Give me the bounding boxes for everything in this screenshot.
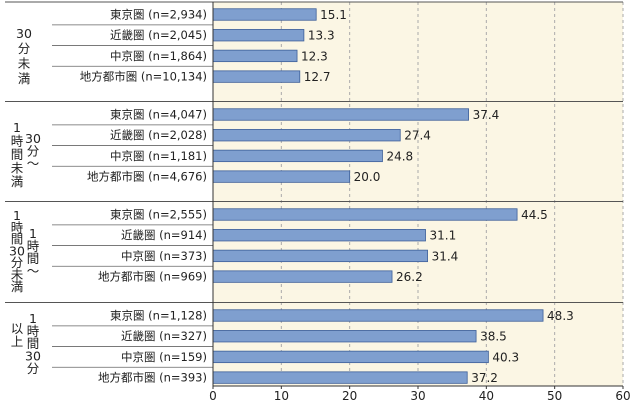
group-label-3-a: 以 (11, 321, 24, 336)
group-label-0: 未 (18, 56, 31, 71)
category-label: 中京圏 (n=1,181) (110, 149, 207, 163)
category-label: 中京圏 (n=1,864) (110, 49, 207, 63)
bars: 15.1 13.3 12.3 12.7 37.4 27.4 24.8 20.0 44.5 31.1… (212, 8, 574, 385)
data-label: 44.5 (521, 208, 548, 222)
group-label-0: 満 (18, 71, 31, 86)
group-label-2-b: 1 (29, 226, 37, 241)
group-label-3-b: 間 (27, 336, 40, 351)
group-label-2-a: 分 (11, 255, 24, 270)
group-label-1-a: 1 (13, 120, 21, 135)
bar (212, 49, 298, 63)
bar (212, 8, 317, 21)
group-label-1-b: 30 (25, 131, 41, 146)
group-label-2-a: 未 (11, 267, 24, 282)
category-label: 地方都市圏 (n=10,134) (80, 70, 207, 84)
x-tick-label: 30 (410, 389, 425, 403)
x-tick-label: 50 (547, 389, 562, 403)
x-tick-label: 20 (342, 389, 357, 403)
group-label-1-b: 分 (27, 144, 40, 159)
category-label: 地方都市圏 (n=4,676) (87, 170, 207, 184)
group-label-2-a: 間 (11, 232, 24, 247)
bar (212, 70, 301, 83)
x-axis: 0 10 20 30 40 50 60 (209, 2, 631, 403)
bar (212, 270, 393, 283)
category-labels: 東京圏 (n=2,934) 近畿圏 (n=2,045) 中京圏 (n=1,864) 地… (52, 8, 213, 385)
data-label: 12.7 (304, 70, 331, 84)
data-label: 31.4 (432, 249, 459, 263)
x-tick-label: 0 (209, 389, 217, 403)
data-label: 27.4 (404, 129, 431, 143)
group-separators (5, 1, 623, 303)
data-label: 12.3 (301, 49, 328, 63)
x-tick-label: 10 (274, 389, 289, 403)
category-label: 中京圏 (n=373) (121, 249, 207, 263)
group-label-2-b: 時 (27, 239, 40, 254)
category-label: 近畿圏 (n=914) (121, 228, 207, 242)
group-label-3-b: 1 (29, 311, 37, 326)
bar (212, 229, 426, 242)
category-label: 中京圏 (n=159) (121, 350, 207, 364)
group-label-0: 30 (16, 26, 32, 41)
data-label: 48.3 (547, 309, 574, 323)
category-label: 近畿圏 (n=327) (121, 329, 207, 343)
group-label-3-b: 30 (25, 349, 41, 364)
group-label-2-a: 満 (11, 279, 24, 294)
bar (212, 330, 477, 343)
bar (212, 149, 383, 163)
group-label-3-a: 上 (11, 334, 24, 349)
category-label: 地方都市圏 (n=393) (98, 371, 207, 385)
bar (212, 208, 518, 221)
group-label-2-a: 30 (9, 243, 25, 258)
group-label-1-a: 未 (11, 161, 24, 176)
group-label-3-b: 時 (27, 324, 40, 339)
bar (212, 249, 428, 263)
category-label: 東京圏 (n=2,555) (110, 208, 207, 222)
bar (212, 350, 489, 364)
group-label-0: 分 (18, 41, 31, 56)
category-label: 近畿圏 (n=2,028) (110, 128, 207, 142)
bar (212, 371, 468, 384)
data-label: 15.1 (320, 8, 347, 22)
category-label: 地方都市圏 (n=969) (98, 270, 207, 284)
data-label: 26.2 (396, 270, 423, 284)
group-label-2-b: 間 (27, 251, 40, 266)
group-label-2-a: 1 (13, 208, 21, 223)
x-tick-label: 60 (615, 389, 630, 403)
category-label: 近畿圏 (n=2,045) (110, 28, 207, 42)
bar (212, 170, 351, 183)
group-label-2-a: 時 (11, 220, 24, 235)
data-label: 38.5 (480, 330, 507, 344)
data-label: 13.3 (308, 29, 335, 43)
data-label: 40.3 (492, 350, 519, 364)
group-label-3-b: 分 (27, 361, 40, 376)
group-label-1-a: 満 (11, 174, 24, 189)
gridlines (280, 2, 624, 386)
group-label-1-b: 〜 (27, 156, 40, 171)
data-label: 24.8 (386, 149, 413, 163)
x-tick-label: 40 (479, 389, 494, 403)
bar (212, 108, 469, 121)
category-label: 東京圏 (n=4,047) (110, 108, 207, 122)
data-label: 37.2 (471, 371, 498, 385)
bar (212, 29, 305, 42)
bar (212, 129, 401, 142)
data-label: 20.0 (354, 170, 381, 184)
data-label: 37.4 (473, 108, 500, 122)
category-label: 東京圏 (n=2,934) (110, 8, 207, 22)
data-label: 31.1 (430, 229, 457, 243)
group-label-1-a: 時 (11, 134, 24, 149)
group-label-2-b: 〜 (27, 264, 40, 279)
bar (212, 309, 544, 322)
category-label: 東京圏 (n=1,128) (110, 309, 207, 323)
group-label-1-a: 間 (11, 147, 24, 162)
